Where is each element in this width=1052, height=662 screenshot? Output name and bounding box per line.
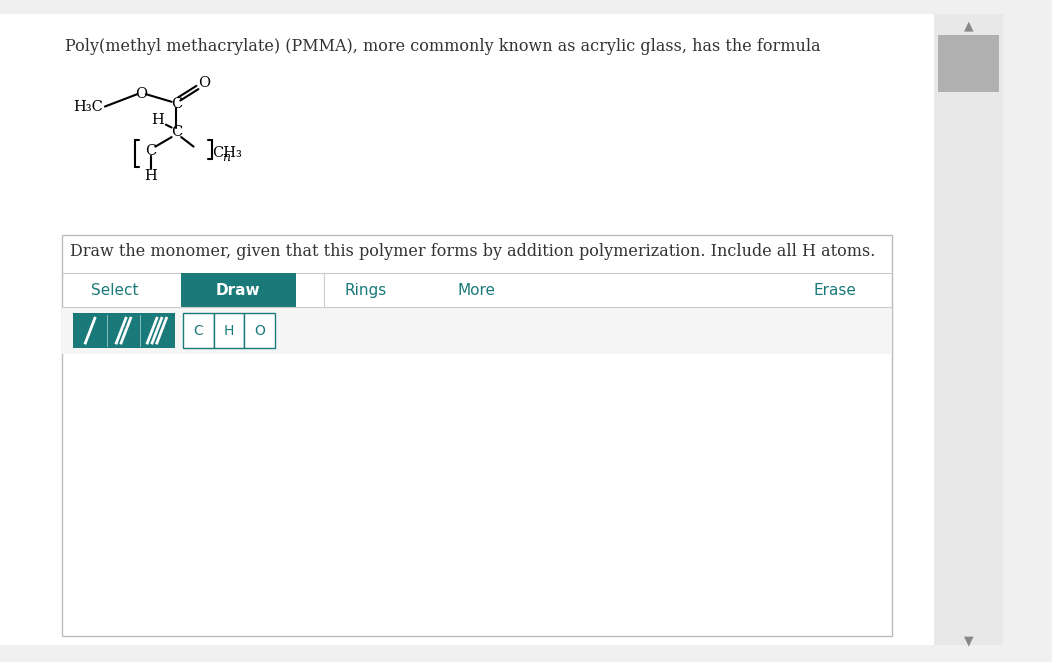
Text: C: C [170,125,182,139]
Text: H: H [224,324,234,338]
Text: H₃C: H₃C [73,99,103,114]
Text: More: More [458,283,495,298]
Bar [62,307,891,354]
Text: Poly(methyl methacrylate) (PMMA), more commonly known as acrylic glass, has the : Poly(methyl methacrylate) (PMMA), more c… [65,38,821,55]
Text: O: O [254,324,265,338]
Bar [181,273,296,307]
Text: O: O [198,75,210,90]
Text: n: n [222,150,230,164]
Text: Draw: Draw [216,283,261,298]
Bar [214,314,244,348]
Bar [74,314,176,348]
Text: ▲: ▲ [964,19,973,32]
Bar [244,314,275,348]
Bar [62,235,891,636]
Text: Rings: Rings [344,283,386,298]
Text: Draw the monomer, given that this polymer forms by addition polymerization. Incl: Draw the monomer, given that this polyme… [69,243,875,260]
Bar [183,314,214,348]
Text: O: O [135,87,147,101]
Bar [938,35,999,92]
Text: CH₃: CH₃ [211,146,242,160]
Text: C: C [170,97,182,111]
Text: C: C [145,144,157,158]
Text: Select: Select [90,283,138,298]
Text: C: C [194,324,203,338]
Text: H: H [144,169,157,183]
Text: H: H [150,113,164,127]
Text: Erase: Erase [814,283,856,298]
Bar [934,14,1004,645]
Text: ▼: ▼ [964,634,973,647]
